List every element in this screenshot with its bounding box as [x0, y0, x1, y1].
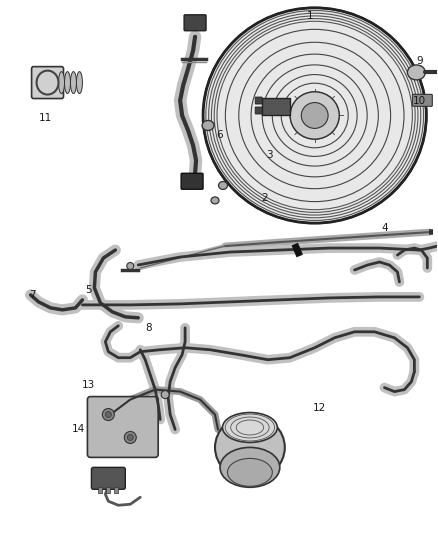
Text: 1: 1 — [307, 11, 313, 21]
Ellipse shape — [203, 8, 426, 223]
FancyBboxPatch shape — [184, 15, 206, 31]
Ellipse shape — [59, 71, 64, 94]
FancyBboxPatch shape — [261, 98, 290, 116]
Ellipse shape — [407, 65, 425, 80]
Text: 8: 8 — [145, 323, 152, 333]
FancyBboxPatch shape — [255, 107, 262, 114]
Text: 3: 3 — [267, 150, 273, 160]
Ellipse shape — [290, 92, 339, 139]
Circle shape — [102, 409, 114, 421]
Text: 9: 9 — [416, 55, 423, 66]
Text: 10: 10 — [413, 95, 426, 106]
Ellipse shape — [219, 181, 227, 189]
FancyBboxPatch shape — [32, 67, 64, 99]
Ellipse shape — [77, 71, 82, 94]
Ellipse shape — [64, 71, 71, 94]
Circle shape — [127, 434, 133, 440]
Ellipse shape — [71, 71, 77, 94]
Text: 7: 7 — [29, 290, 36, 300]
Text: 13: 13 — [82, 379, 95, 390]
Text: 14: 14 — [72, 424, 85, 434]
Text: 6: 6 — [217, 131, 223, 140]
Ellipse shape — [202, 120, 214, 131]
Circle shape — [124, 432, 136, 443]
Bar — [106, 487, 110, 493]
Circle shape — [106, 411, 111, 417]
Ellipse shape — [215, 415, 285, 480]
Ellipse shape — [161, 391, 169, 399]
Ellipse shape — [211, 197, 219, 204]
Ellipse shape — [301, 102, 328, 128]
Text: 4: 4 — [381, 223, 388, 233]
FancyBboxPatch shape — [255, 97, 262, 104]
Ellipse shape — [127, 263, 134, 270]
Bar — [99, 487, 102, 493]
Text: 2: 2 — [261, 193, 268, 203]
FancyBboxPatch shape — [92, 467, 125, 489]
Text: 11: 11 — [39, 114, 52, 124]
Ellipse shape — [227, 458, 272, 486]
Ellipse shape — [220, 447, 280, 487]
Bar — [114, 487, 118, 493]
FancyBboxPatch shape — [413, 94, 432, 106]
Ellipse shape — [223, 413, 277, 442]
FancyBboxPatch shape — [181, 173, 203, 189]
Text: 5: 5 — [85, 285, 92, 295]
FancyBboxPatch shape — [88, 397, 158, 457]
Text: 12: 12 — [313, 402, 326, 413]
